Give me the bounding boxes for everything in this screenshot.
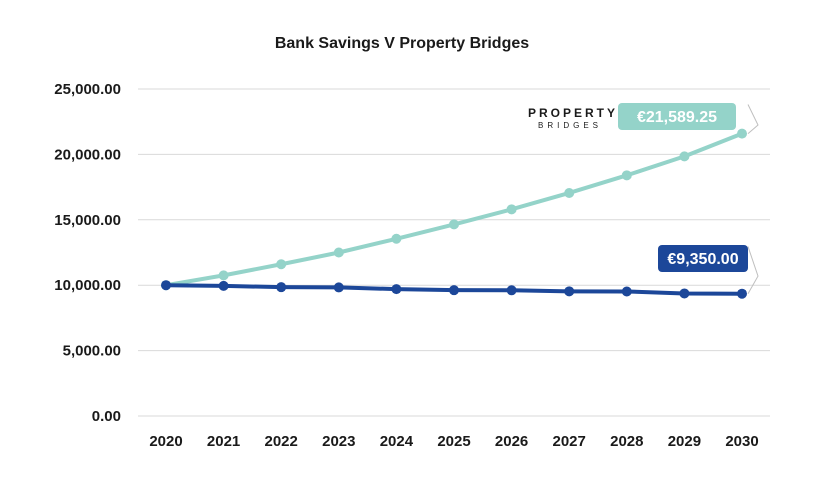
property-bridges-logo: PROPERTY BRIDGES — [528, 106, 618, 130]
y-tick-label: 15,000.00 — [54, 212, 121, 229]
data-point — [333, 282, 344, 293]
data-point — [506, 285, 517, 296]
callout-label: €21,589.25 — [637, 109, 717, 126]
data-point — [218, 270, 229, 281]
data-point — [391, 284, 402, 295]
x-tick-label: 2020 — [149, 433, 182, 450]
series-group — [161, 128, 747, 299]
data-point — [333, 247, 344, 258]
data-point — [737, 128, 747, 139]
x-tick-label: 2025 — [437, 433, 470, 450]
series-line — [164, 131, 744, 288]
data-point — [621, 170, 632, 181]
data-point — [564, 187, 575, 198]
data-point — [506, 204, 517, 215]
x-tick-label: 2023 — [322, 433, 355, 450]
chart-title: Bank Savings V Property Bridges — [275, 35, 529, 52]
y-tick-label: 20,000.00 — [54, 146, 121, 163]
data-point — [564, 286, 575, 297]
x-tick-label: 2027 — [553, 433, 586, 450]
y-tick-label: 25,000.00 — [54, 81, 121, 98]
callout-leader — [747, 246, 759, 294]
data-point — [679, 288, 690, 299]
y-tick-label: 5,000.00 — [63, 343, 121, 360]
callouts: €21,589.25 €9,350.00 — [618, 103, 759, 294]
data-point — [621, 286, 632, 297]
callout-label: €9,350.00 — [667, 251, 738, 268]
x-tick-label: 2026 — [495, 433, 528, 450]
y-axis: 0.00 5,000.00 10,000.00 15,000.00 20,000.00 2… — [54, 81, 121, 425]
data-point — [449, 285, 459, 296]
logo-main-text: PROPERTY — [528, 106, 618, 120]
callout-box — [618, 103, 736, 130]
x-tick-label: 2024 — [380, 433, 414, 450]
data-point — [737, 288, 747, 299]
data-point — [276, 259, 287, 270]
callout-box — [658, 245, 748, 272]
x-tick-label: 2028 — [610, 433, 643, 450]
data-point — [161, 280, 171, 291]
callout-leader — [747, 104, 759, 134]
data-point — [276, 282, 287, 293]
x-tick-label: 2021 — [207, 433, 240, 450]
x-tick-label: 2029 — [668, 433, 701, 450]
y-tick-label: 0.00 — [92, 408, 121, 425]
logo-sub-text: BRIDGES — [538, 121, 602, 130]
y-tick-label: 10,000.00 — [54, 277, 121, 294]
data-point — [391, 233, 402, 244]
data-point — [679, 151, 690, 162]
x-tick-label: 2022 — [265, 433, 298, 450]
data-point — [449, 219, 459, 230]
x-axis: 2020 2021 2022 2023 2024 2025 2026 2027 2028 2029… — [149, 433, 758, 450]
data-point — [218, 280, 229, 291]
x-tick-label: 2030 — [725, 433, 758, 450]
